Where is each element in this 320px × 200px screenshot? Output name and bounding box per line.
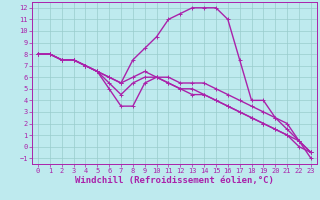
X-axis label: Windchill (Refroidissement éolien,°C): Windchill (Refroidissement éolien,°C) [75, 176, 274, 185]
